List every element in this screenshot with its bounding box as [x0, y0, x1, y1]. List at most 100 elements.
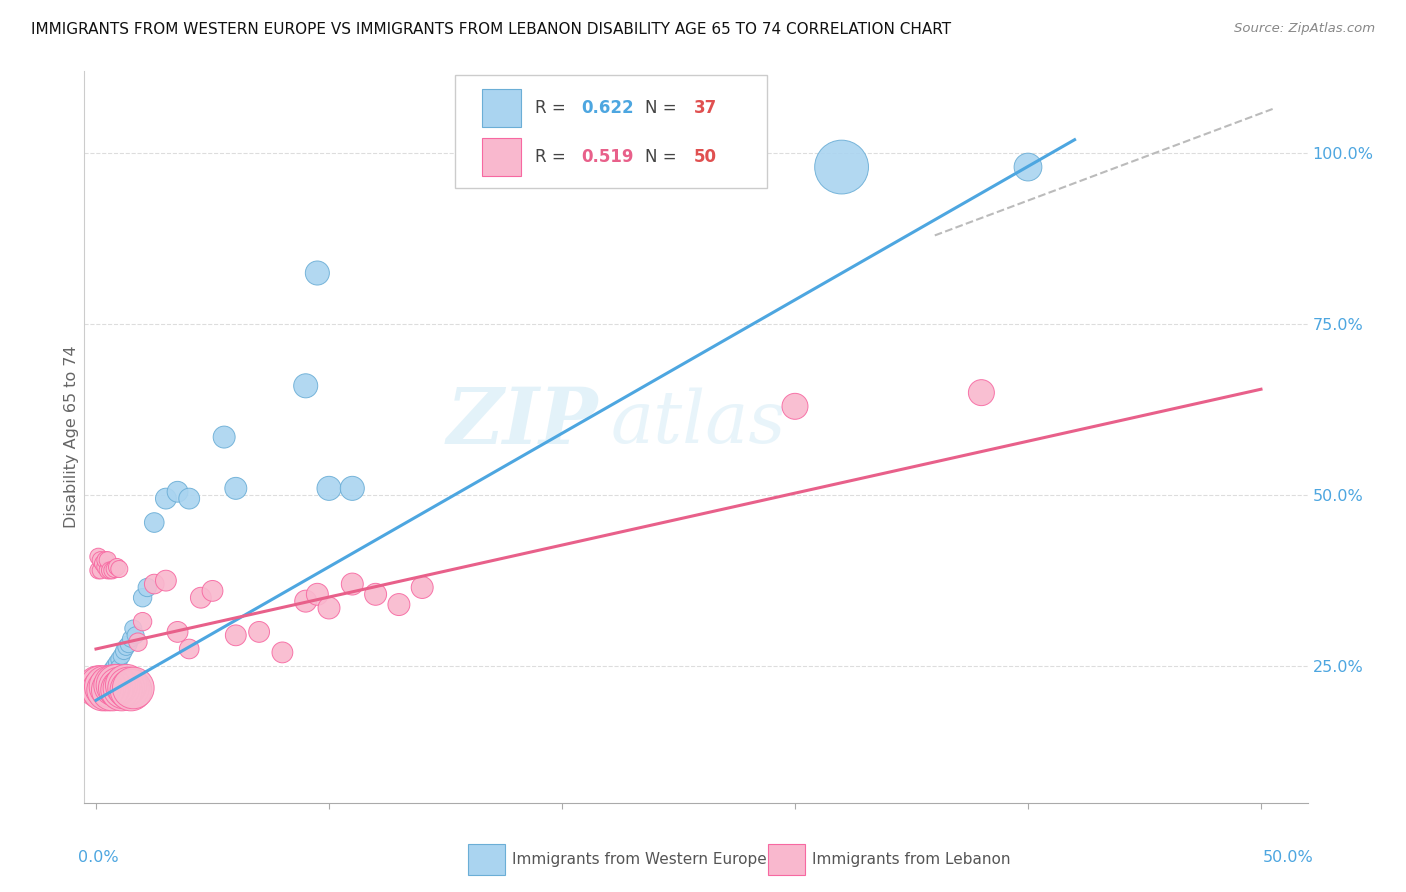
Point [179, 642, 201, 657]
Text: Immigrants from Lebanon: Immigrants from Lebanon [813, 853, 1011, 867]
Point [97, 683, 120, 698]
Point [98, 665, 121, 680]
Point [97, 669, 120, 683]
Point [247, 624, 270, 639]
Point [364, 587, 387, 601]
FancyBboxPatch shape [482, 138, 522, 177]
Point [108, 652, 131, 666]
Point [101, 674, 124, 689]
Point [124, 628, 146, 642]
Point [117, 637, 139, 651]
Text: 0.622: 0.622 [581, 99, 634, 118]
Point [108, 660, 131, 674]
Text: 50: 50 [693, 148, 717, 166]
Point [90, 563, 112, 577]
Point [112, 644, 135, 658]
Point [131, 591, 153, 605]
Point [87, 549, 110, 564]
FancyBboxPatch shape [482, 89, 522, 128]
Text: IMMIGRANTS FROM WESTERN EUROPE VS IMMIGRANTS FROM LEBANON DISABILITY AGE 65 TO 7: IMMIGRANTS FROM WESTERN EUROPE VS IMMIGR… [31, 22, 950, 37]
Point [101, 663, 124, 677]
FancyBboxPatch shape [456, 75, 766, 188]
Point [94, 676, 117, 690]
Point [87, 680, 110, 694]
Text: 0.0%: 0.0% [79, 850, 120, 865]
Point [271, 645, 294, 659]
Point [783, 400, 806, 414]
Text: N =: N = [644, 148, 682, 166]
Point [831, 160, 853, 174]
Point [212, 430, 235, 444]
Point [225, 481, 247, 495]
Text: R =: R = [534, 148, 571, 166]
Point [179, 491, 201, 506]
Point [94, 560, 117, 574]
Point [94, 680, 117, 694]
Point [111, 683, 134, 698]
Point [127, 635, 149, 649]
Point [225, 628, 247, 642]
Point [122, 622, 145, 636]
Point [318, 481, 340, 495]
Point [94, 683, 117, 698]
Point [111, 648, 134, 663]
Point [166, 484, 188, 499]
Point [108, 681, 131, 695]
Point [1017, 160, 1039, 174]
Point [294, 594, 316, 608]
Point [101, 563, 124, 577]
Point [105, 678, 128, 692]
Point [307, 266, 329, 280]
Point [117, 681, 139, 695]
Point [318, 601, 340, 615]
Point [122, 681, 145, 695]
Point [388, 598, 411, 612]
Text: 37: 37 [693, 99, 717, 118]
Point [90, 680, 112, 694]
Text: Immigrants from Western Europe: Immigrants from Western Europe [513, 853, 768, 867]
Point [155, 491, 177, 506]
Point [115, 678, 138, 692]
FancyBboxPatch shape [768, 845, 804, 875]
Point [970, 385, 993, 400]
Point [90, 681, 112, 695]
Point [108, 562, 131, 576]
Text: atlas: atlas [610, 387, 786, 458]
Point [136, 581, 159, 595]
Point [101, 683, 124, 698]
Point [155, 574, 177, 588]
Point [97, 678, 120, 692]
Point [98, 680, 121, 694]
Point [105, 656, 128, 670]
Point [120, 632, 142, 646]
Point [97, 553, 120, 567]
Point [131, 615, 153, 629]
Point [104, 659, 127, 673]
Point [87, 563, 110, 577]
Point [87, 680, 110, 694]
Point [91, 673, 114, 687]
Text: N =: N = [644, 99, 682, 118]
Point [411, 581, 433, 595]
Point [115, 640, 138, 654]
Text: 50.0%: 50.0% [1263, 850, 1313, 865]
Point [190, 591, 212, 605]
Point [104, 678, 127, 692]
Point [201, 583, 224, 598]
Point [91, 676, 114, 690]
Text: R =: R = [534, 99, 571, 118]
Point [91, 683, 114, 698]
FancyBboxPatch shape [468, 845, 505, 875]
Point [104, 667, 127, 681]
Point [97, 563, 120, 577]
Point [98, 563, 121, 577]
Point [143, 516, 166, 530]
Point [91, 557, 114, 571]
Text: ZIP: ZIP [447, 384, 598, 460]
Y-axis label: Disability Age 65 to 74: Disability Age 65 to 74 [63, 346, 79, 528]
Point [294, 379, 316, 393]
Point [307, 587, 329, 601]
Point [342, 481, 364, 495]
Point [120, 683, 142, 698]
Point [94, 553, 117, 567]
